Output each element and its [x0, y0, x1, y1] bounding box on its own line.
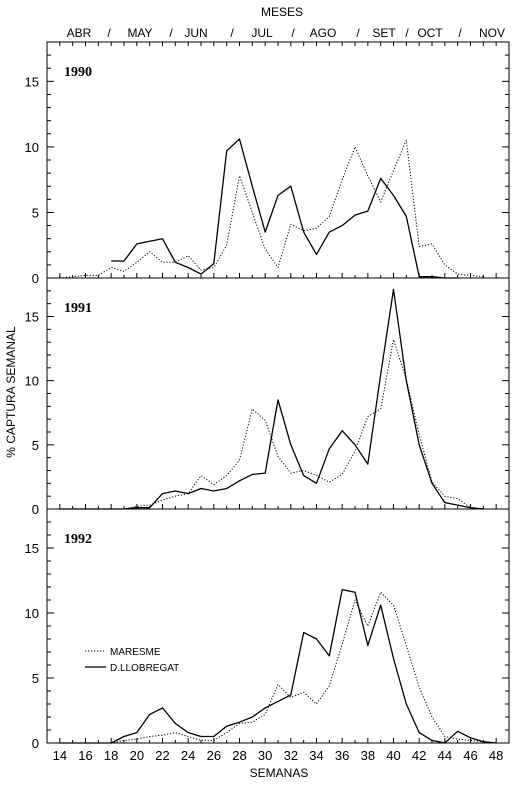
y-tick-label: 0 [32, 271, 39, 286]
month-separator: / [107, 26, 111, 40]
panel-1990: 1990 0 5 10 15 [25, 41, 510, 286]
month-separator: / [291, 26, 295, 40]
y-tick-label: 5 [32, 205, 39, 220]
x-tick-label: 22 [155, 748, 169, 763]
panel-title: 1991 [64, 301, 92, 316]
x-tick-label: 32 [284, 748, 298, 763]
x-tick-label: 14 [53, 748, 67, 763]
series-line-maresme [59, 339, 484, 510]
x-tick-label: 46 [463, 748, 477, 763]
panel-1991: 1991 0 5 10 15 [25, 277, 510, 517]
y-axis-title: % CAPTURA SEMANAL [4, 326, 18, 458]
top-month-axis: MESES ABR / MAY / JUN / JUL / AGO / SET / OCT / NOV [47, 5, 509, 46]
panel-frame [46, 41, 510, 279]
x-tick-label: 38 [361, 748, 375, 763]
x-tick-label: 20 [130, 748, 144, 763]
month-label-set: SET [372, 26, 396, 40]
bottom-week-axis: SEMANAS 14 16 18 20 22 24 26 28 30 32 34 36 38 40 42 44… [53, 748, 504, 780]
legend-label: D.LLOBREGAT [110, 663, 179, 674]
month-separator: / [169, 26, 173, 40]
y-tick-label: 10 [25, 606, 39, 621]
y-tick-label: 15 [25, 541, 39, 556]
x-axis-title: SEMANAS [250, 766, 309, 780]
x-tick-label: 34 [309, 748, 323, 763]
panel-1992: 1992 0 5 10 15 [25, 508, 510, 751]
legend: MARESME D.LLOBREGAT [85, 647, 179, 674]
month-label-may: MAY [127, 26, 152, 40]
series-line-d-llobregat [111, 138, 458, 279]
month-separator: / [356, 26, 360, 40]
month-label-jun: JUN [184, 26, 207, 40]
x-tick-label: 42 [412, 748, 426, 763]
x-tick-label: 28 [232, 748, 246, 763]
y-tick-label: 5 [32, 438, 39, 453]
month-label-ago: AGO [310, 26, 337, 40]
x-tick-label: 24 [181, 748, 195, 763]
month-separator: / [458, 26, 462, 40]
month-label-nov: NOV [479, 26, 505, 40]
y-tick-label: 0 [32, 736, 39, 751]
panel-frame [46, 277, 510, 510]
x-tick-label: 30 [258, 748, 272, 763]
series-line-maresme [59, 591, 497, 744]
panel-frame [46, 508, 510, 744]
y-tick-label: 5 [32, 671, 39, 686]
panel-title: 1992 [64, 532, 92, 547]
month-label-abr: ABR [67, 26, 92, 40]
x-tick-label: 18 [104, 748, 118, 763]
x-tick-label: 48 [489, 748, 503, 763]
y-tick-label: 10 [25, 374, 39, 389]
month-label-oct: OCT [417, 26, 443, 40]
x-tick-label: 44 [438, 748, 452, 763]
y-tick-label: 10 [25, 140, 39, 155]
series-line-maresme [59, 139, 484, 279]
series-line-d-llobregat [59, 588, 497, 744]
top-axis-title: MESES [261, 5, 303, 19]
legend-label: MARESME [110, 647, 161, 658]
month-separator: / [405, 26, 409, 40]
x-tick-label: 26 [207, 748, 221, 763]
month-separator: / [230, 26, 234, 40]
y-tick-label: 15 [25, 74, 39, 89]
panel-title: 1990 [64, 65, 92, 80]
panels: 1990 0 5 10 15 1991 0 5 10 15 1992 0 5 10 15 [25, 41, 510, 751]
y-tick-label: 15 [25, 310, 39, 325]
x-tick-label: 16 [78, 748, 92, 763]
x-tick-label: 36 [335, 748, 349, 763]
month-label-jul: JUL [251, 26, 273, 40]
y-tick-label: 0 [32, 502, 39, 517]
series-line-d-llobregat [59, 288, 484, 510]
x-tick-label: 40 [386, 748, 400, 763]
